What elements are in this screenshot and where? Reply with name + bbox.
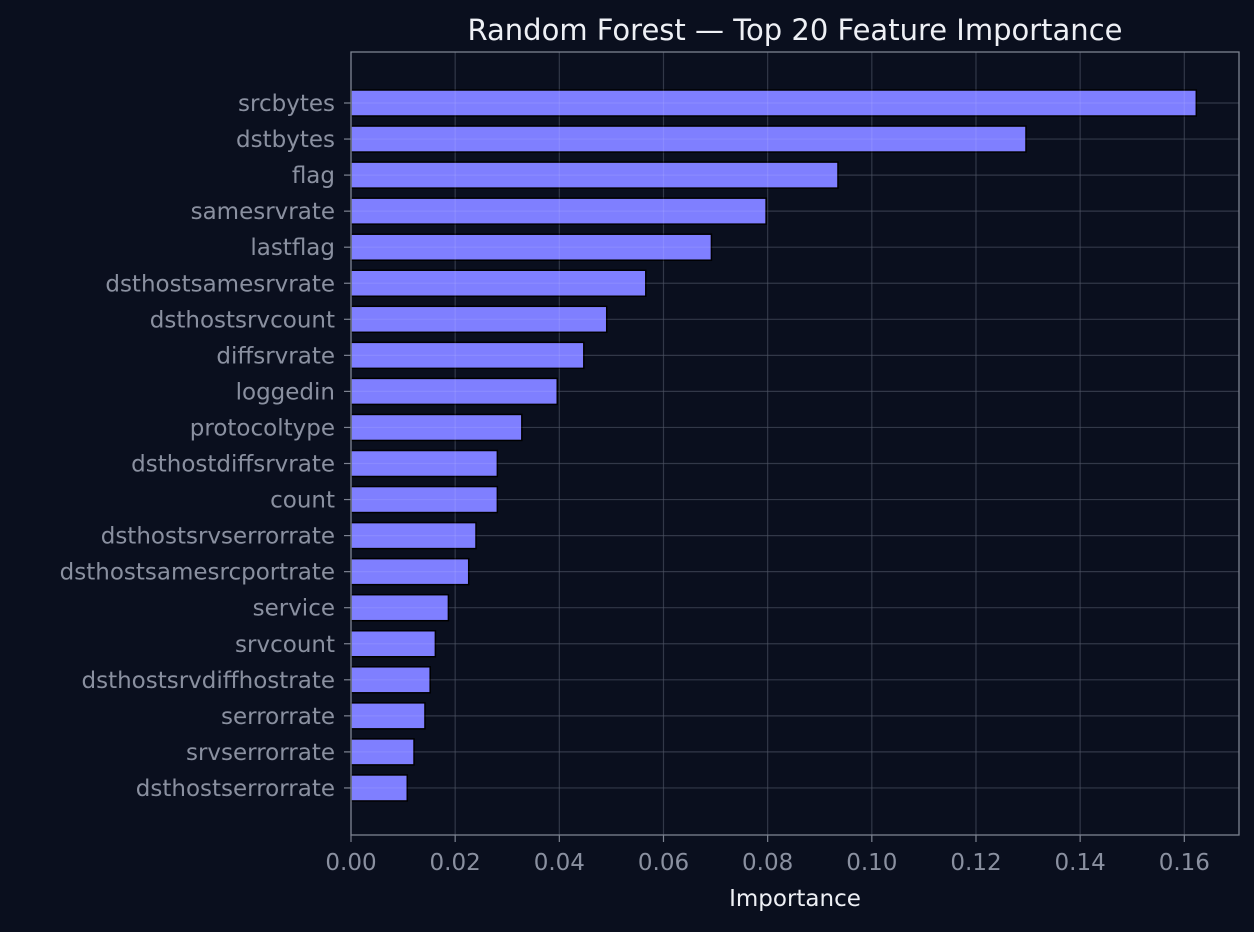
x-tick-label: 0.16: [1159, 850, 1210, 876]
x-tick-label: 0.12: [950, 850, 1001, 876]
y-tick-label-protocoltype: protocoltype: [190, 415, 335, 441]
bar-layer: [350, 89, 1198, 802]
y-tick-label-dsthostsrvdiffhostrate: dsthostsrvdiffhostrate: [81, 668, 335, 694]
bar-lastflag: [350, 233, 713, 261]
x-tick-label: 0.08: [742, 850, 793, 876]
bar-dsthostsrvserrorrate: [350, 521, 477, 550]
y-tick-label-dsthostserrorrate: dsthostserrorrate: [136, 776, 335, 802]
bar-dsthostserrorrate: [350, 774, 408, 802]
y-tick-label-dsthostdiffsrvrate: dsthostdiffsrvrate: [131, 452, 335, 478]
y-tick-label-dstbytes: dstbytes: [236, 127, 335, 153]
bar-diffsrvrate: [350, 341, 585, 370]
y-tick-label-lastflag: lastflag: [250, 235, 335, 261]
x-tick-labels: 0.00 0.02 0.04 0.06 0.08 0.10 0.12 0.14 0.16: [325, 835, 1210, 876]
y-tick-label-serrorrate: serrorrate: [221, 704, 335, 730]
bar-count: [350, 485, 499, 514]
x-axis-label: Importance: [729, 886, 861, 912]
y-tick-label-samesrvrate: samesrvrate: [191, 199, 335, 225]
bar-srvserrorrate: [350, 738, 415, 766]
x-tick-label: 0.06: [638, 850, 689, 876]
bar-flag: [350, 161, 839, 189]
bar-samesrvrate: [350, 197, 767, 225]
y-tick-label-dsthostsrvserrorrate: dsthostsrvserrorrate: [101, 524, 335, 550]
y-tick-label-dsthostsamesrvrate: dsthostsamesrvrate: [105, 271, 335, 297]
x-tick-label: 0.14: [1055, 850, 1106, 876]
y-tick-label-srvcount: srvcount: [235, 632, 335, 658]
bar-dsthostdiffsrvrate: [350, 449, 499, 478]
y-tick-label-srcbytes: srcbytes: [238, 91, 335, 117]
y-tick-label-count: count: [270, 488, 335, 514]
y-tick-label-dsthostsamesrcportrate: dsthostsamesrcportrate: [60, 560, 335, 586]
y-tick-label-diffsrvrate: diffsrvrate: [216, 343, 335, 369]
bar-dsthostsamesrcportrate: [350, 557, 470, 586]
bar-protocoltype: [350, 413, 523, 442]
y-tick-label-service: service: [253, 596, 335, 622]
bar-loggedin: [350, 377, 558, 406]
x-tick-label: 0.02: [430, 850, 481, 876]
x-tick-label: 0.04: [534, 850, 585, 876]
x-tick-label: 0.00: [325, 850, 376, 876]
chart-title: Random Forest — Top 20 Feature Importanc…: [468, 13, 1123, 47]
y-tick-label-flag: flag: [292, 163, 335, 189]
bar-dsthostsamesrvrate: [350, 269, 647, 297]
y-tick-label-loggedin: loggedin: [236, 379, 335, 405]
y-tick-label-srvserrorrate: srvserrorrate: [186, 740, 335, 766]
bar-srcbytes: [350, 89, 1198, 117]
y-tick-labels: srcbytes dstbytes flag samesrvrate lastflag d…: [60, 91, 351, 802]
bar-dstbytes: [350, 125, 1027, 153]
y-tick-label-dsthostsrvcount: dsthostsrvcount: [150, 307, 335, 333]
plot-frame: [350, 51, 1240, 836]
bar-service: [350, 593, 450, 622]
x-tick-label: 0.10: [846, 850, 897, 876]
